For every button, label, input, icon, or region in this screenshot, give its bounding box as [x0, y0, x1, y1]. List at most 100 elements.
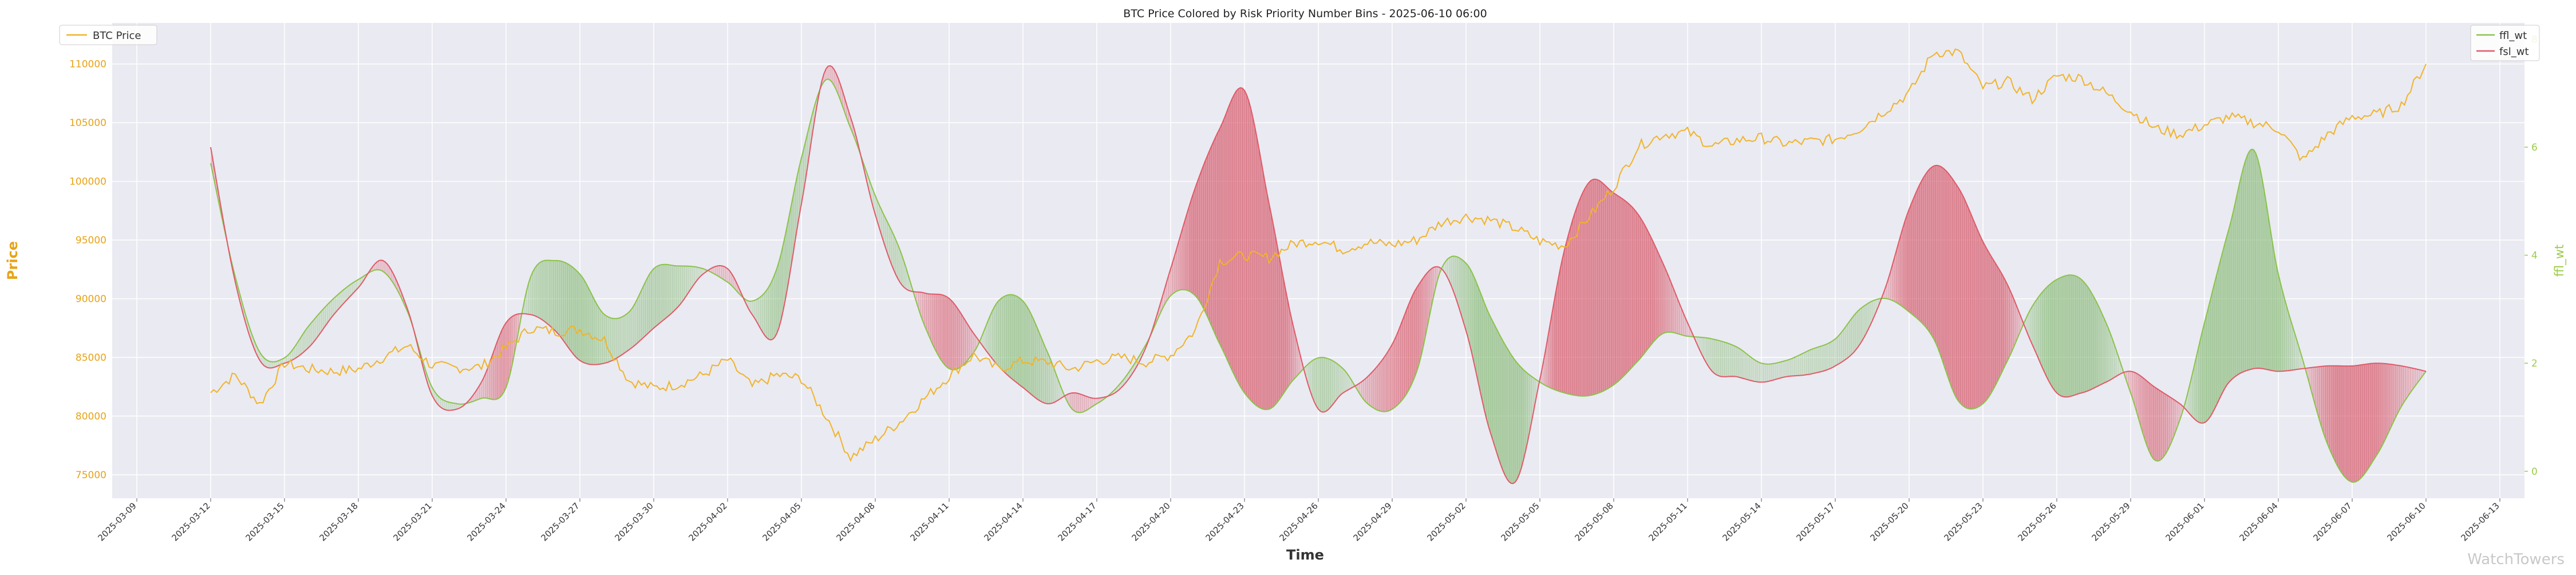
- risk-fill-segment: [894, 235, 896, 275]
- risk-fill-segment: [1076, 392, 1079, 413]
- risk-fill-segment: [1952, 178, 1955, 394]
- risk-fill-segment: [623, 314, 626, 355]
- risk-fill-segment: [1337, 363, 1340, 400]
- risk-fill-segment: [2210, 290, 2213, 417]
- risk-fill-segment: [1732, 345, 1735, 377]
- risk-fill-segment: [317, 313, 320, 338]
- risk-fill-segment: [2272, 241, 2275, 372]
- risk-fill-segment: [937, 294, 939, 357]
- risk-fill-segment: [1611, 191, 1614, 387]
- risk-fill-segment: [2229, 220, 2231, 383]
- risk-fill-segment: [2354, 365, 2357, 483]
- risk-fill-segment: [1035, 323, 1038, 400]
- risk-fill-segment: [1585, 184, 1587, 396]
- risk-fill-segment: [1041, 338, 1044, 403]
- legend-fsl-label: fsl_wt: [2499, 46, 2529, 58]
- risk-fill-segment: [670, 265, 673, 315]
- risk-fill-segment: [639, 290, 642, 342]
- risk-fill-segment: [1724, 341, 1727, 377]
- risk-fill-segment: [1958, 187, 1961, 404]
- risk-fill-segment: [1459, 258, 1463, 317]
- risk-fill-segment: [2048, 283, 2051, 385]
- risk-fill-segment: [1636, 211, 1639, 364]
- risk-fill-segment: [2087, 286, 2090, 392]
- risk-fill-segment: [1496, 329, 1499, 459]
- risk-fill-segment: [2108, 327, 2111, 382]
- risk-fill-segment: [1316, 357, 1319, 410]
- risk-fill-segment: [1394, 336, 1397, 408]
- risk-fill-segment: [2237, 184, 2240, 376]
- risk-fill-segment: [1831, 340, 1834, 369]
- risk-fill-segment: [651, 268, 654, 330]
- risk-fill-segment: [1263, 171, 1266, 410]
- risk-fill-segment: [2157, 388, 2160, 462]
- risk-fill-segment: [495, 340, 499, 400]
- risk-fill-segment: [1320, 357, 1323, 412]
- risk-fill-segment: [2263, 189, 2266, 370]
- risk-fill-segment: [1982, 241, 1985, 404]
- risk-fill-segment: [270, 361, 272, 368]
- y-left-tick-label: 75000: [76, 470, 106, 481]
- risk-fill-segment: [1193, 187, 1196, 296]
- risk-fill-segment: [1285, 289, 1288, 391]
- risk-fill-segment: [1923, 174, 1926, 328]
- risk-fill-segment: [780, 246, 783, 321]
- risk-fill-segment: [1273, 224, 1276, 407]
- risk-fill-segment: [1381, 357, 1384, 412]
- risk-fill-segment: [629, 309, 631, 350]
- legend-left: BTC Price: [59, 25, 157, 45]
- risk-fill-segment: [446, 401, 449, 411]
- risk-fill-segment: [2206, 306, 2209, 422]
- risk-fill-segment: [2249, 148, 2252, 370]
- risk-fill-segment: [2344, 365, 2346, 479]
- risk-fill-segment: [1195, 182, 1198, 299]
- risk-fill-segment: [2282, 290, 2285, 372]
- risk-fill-segment: [1911, 199, 1914, 316]
- risk-fill-segment: [2105, 322, 2108, 383]
- risk-fill-segment: [1999, 269, 2002, 378]
- risk-fill-segment: [583, 279, 587, 364]
- risk-fill-segment: [2395, 364, 2398, 419]
- risk-fill-segment: [1769, 363, 1772, 381]
- risk-fill-segment: [1289, 309, 1292, 385]
- risk-fill-segment: [951, 300, 954, 370]
- risk-fill-segment: [1244, 90, 1247, 396]
- risk-fill-segment: [2073, 275, 2076, 396]
- risk-fill-segment: [2325, 365, 2328, 444]
- x-axis-label: Time: [1286, 547, 1324, 563]
- risk-fill-segment: [2077, 276, 2080, 395]
- risk-fill-segment: [2169, 396, 2172, 447]
- risk-fill-segment: [2212, 282, 2215, 413]
- risk-fill-segment: [2071, 274, 2073, 397]
- risk-fill-segment: [1859, 307, 1862, 345]
- y-left-tick-label: 90000: [76, 294, 106, 305]
- risk-fill-segment: [1814, 347, 1818, 373]
- risk-fill-segment: [655, 265, 658, 327]
- risk-fill-segment: [1242, 88, 1245, 394]
- risk-fill-segment: [2161, 391, 2164, 460]
- risk-fill-segment: [2104, 318, 2107, 384]
- risk-fill-segment: [1901, 227, 1903, 308]
- risk-fill-segment: [1613, 192, 1616, 385]
- risk-fill-segment: [508, 317, 511, 382]
- risk-fill-segment: [764, 290, 767, 338]
- risk-fill-segment: [1833, 338, 1836, 368]
- risk-fill-segment: [1002, 296, 1005, 373]
- y-axis-left-label: Price: [5, 241, 21, 280]
- risk-fill-segment: [381, 259, 384, 272]
- risk-fill-segment: [1232, 94, 1235, 375]
- risk-fill-segment: [2266, 202, 2269, 370]
- risk-fill-segment: [1798, 354, 1801, 376]
- risk-fill-segment: [2276, 264, 2279, 372]
- risk-fill-segment: [1788, 359, 1791, 377]
- watermark: WatchTowers: [2467, 551, 2565, 568]
- risk-fill-segment: [930, 294, 933, 345]
- risk-fill-segment: [2101, 313, 2104, 385]
- risk-fill-segment: [2337, 365, 2340, 471]
- risk-fill-segment: [1478, 287, 1481, 393]
- risk-fill-segment: [1191, 194, 1194, 294]
- risk-fill-segment: [1402, 315, 1405, 400]
- risk-fill-segment: [1250, 108, 1253, 403]
- risk-fill-segment: [1043, 342, 1046, 404]
- risk-fill-segment: [2356, 365, 2359, 482]
